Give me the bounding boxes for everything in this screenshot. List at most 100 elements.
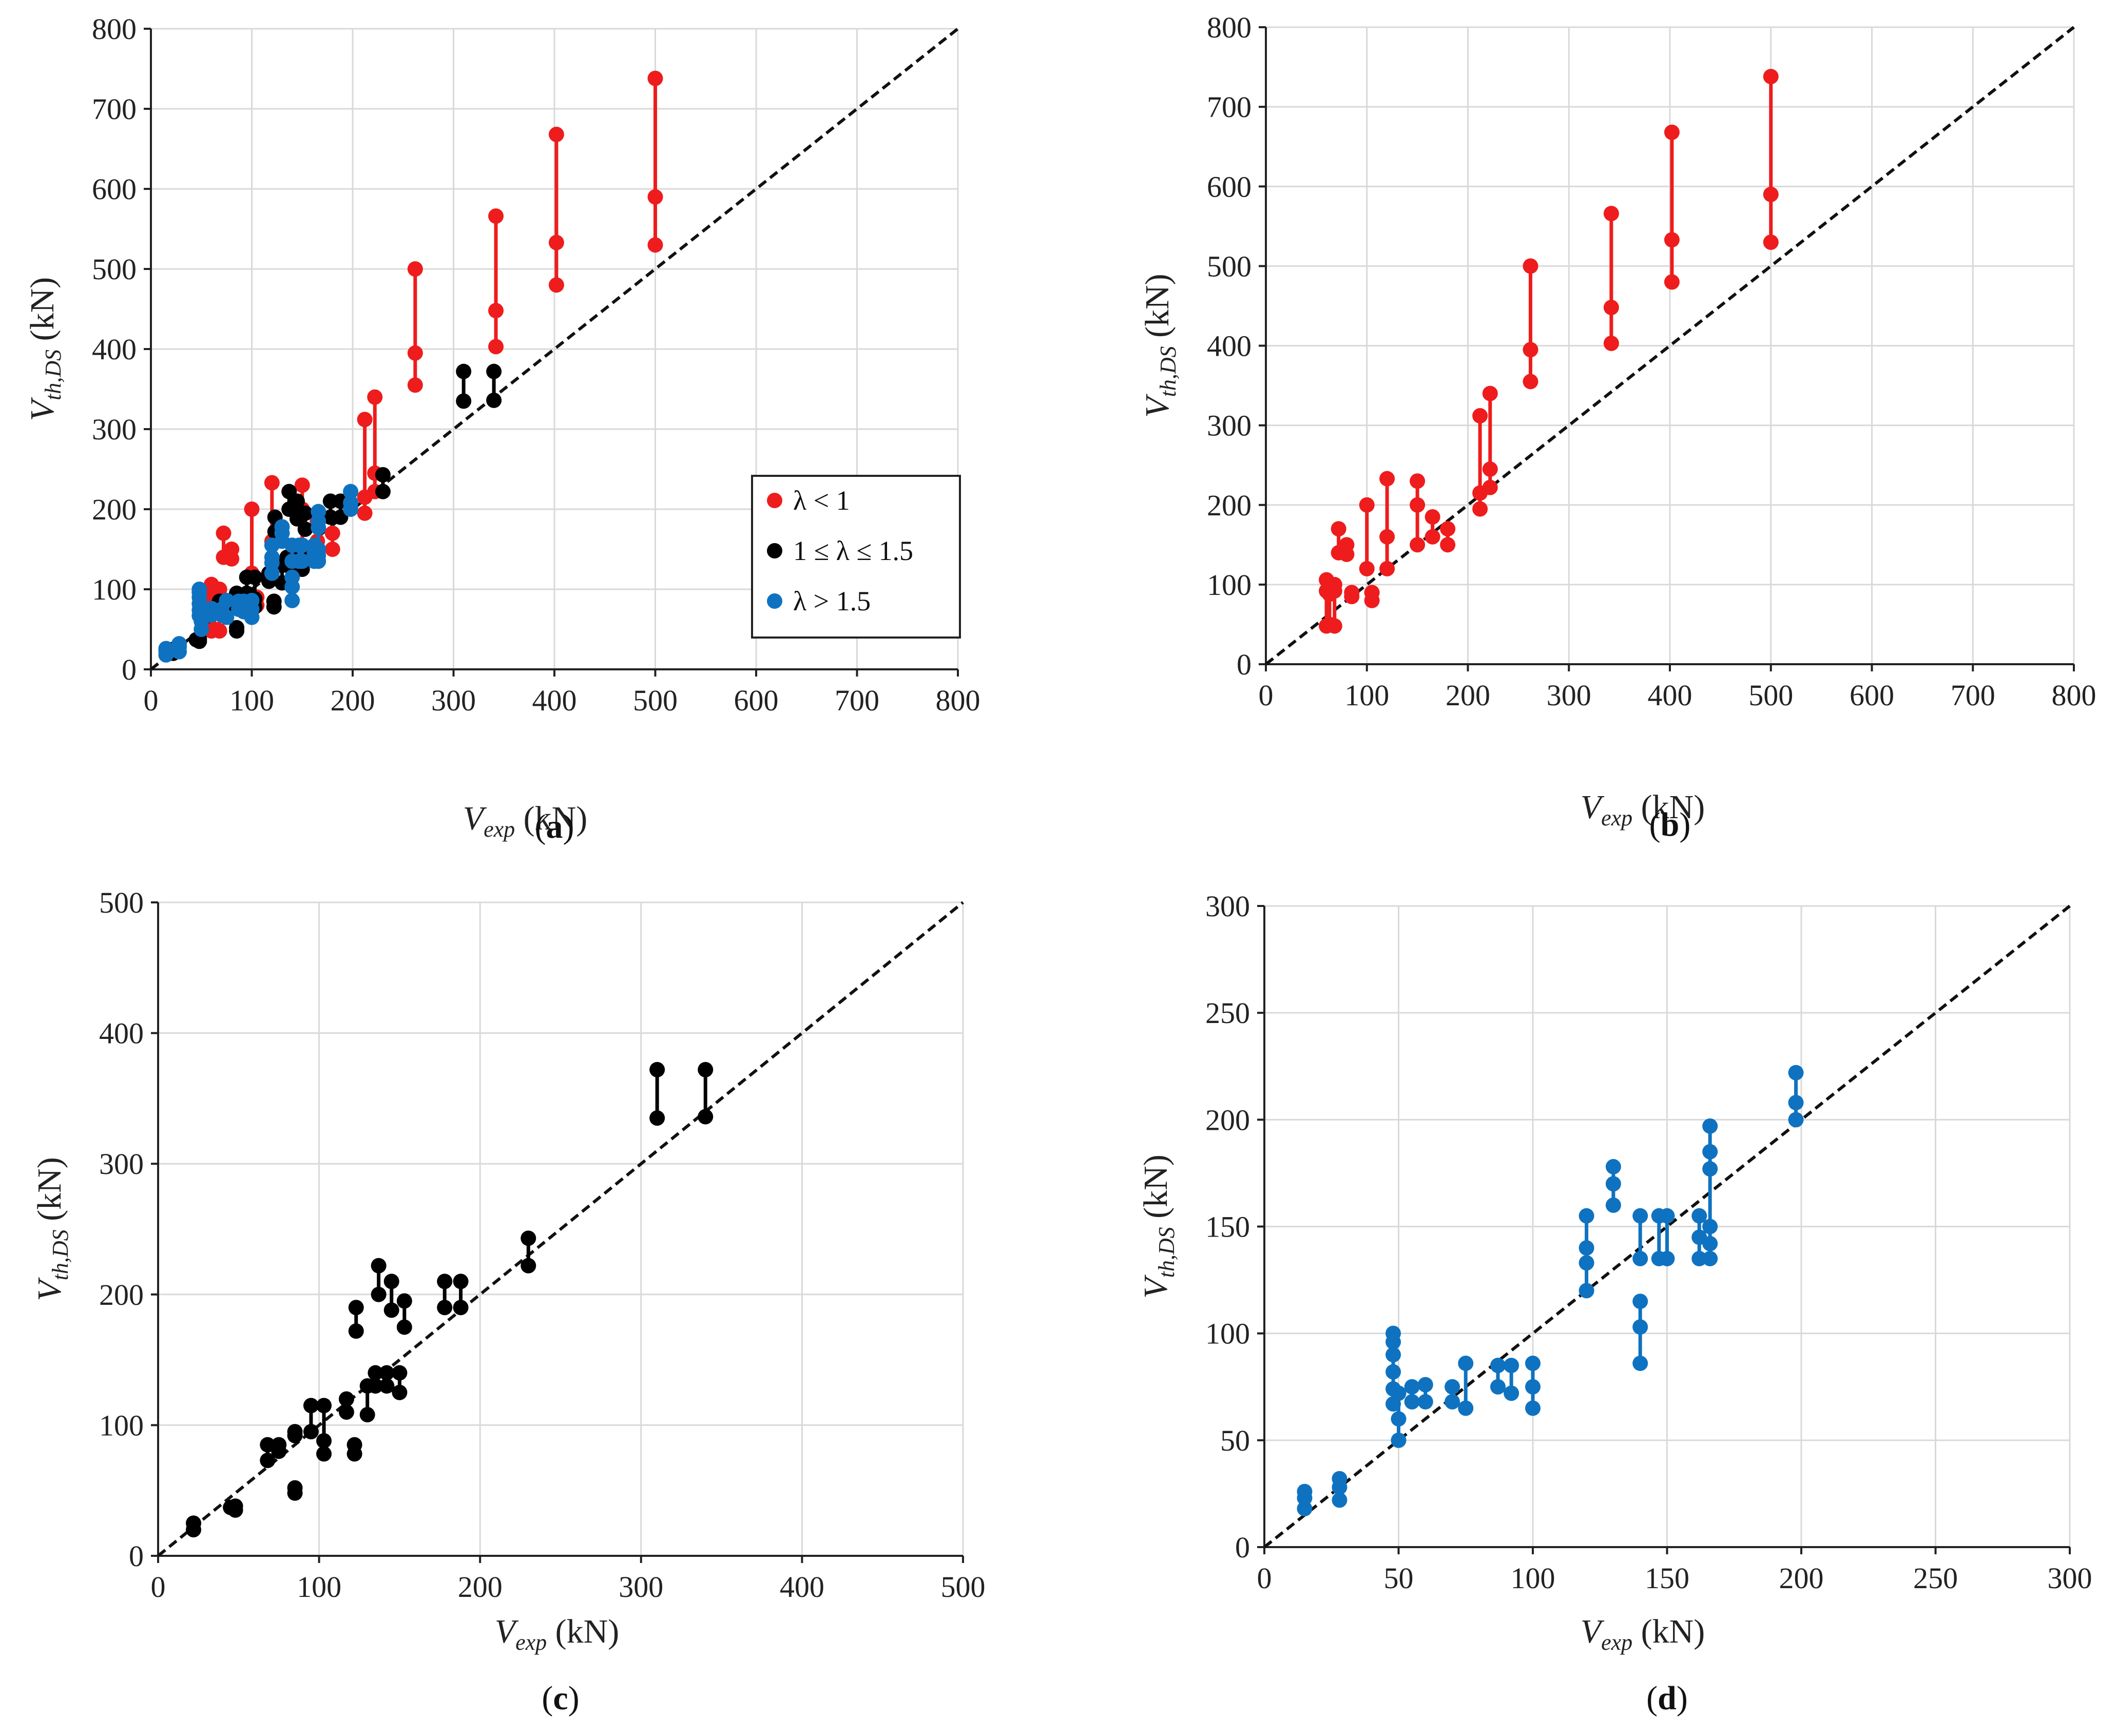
legend-marker-blue: [767, 593, 782, 609]
data-point: [1440, 521, 1456, 537]
data-point: [219, 609, 235, 625]
y-tick-label: 800: [92, 12, 137, 46]
x-tick-label: 300: [619, 1570, 663, 1604]
data-point: [1482, 385, 1498, 401]
data-point: [1417, 1394, 1433, 1410]
data-point: [383, 1274, 399, 1289]
data-point: [1410, 473, 1426, 489]
legend-marker-black: [767, 543, 782, 558]
y-tick-label: 300: [92, 413, 137, 446]
data-point: [211, 582, 227, 597]
gridlines: [158, 901, 964, 1556]
data-point: [488, 208, 504, 224]
x-tick-label: 300: [431, 684, 476, 717]
data-point: [158, 641, 174, 657]
x-tick-label: 800: [936, 684, 980, 717]
data-point: [1417, 1377, 1433, 1393]
data-point: [698, 1062, 714, 1077]
data-point: [488, 339, 504, 355]
data-point: [1632, 1208, 1648, 1224]
data-point: [396, 1319, 412, 1335]
x-tick-label: 600: [734, 684, 779, 717]
y-tick-label: 200: [1205, 1103, 1250, 1136]
x-tick-label: 700: [835, 684, 879, 717]
data-point: [294, 537, 310, 553]
data-point: [1603, 300, 1619, 316]
data-point: [1525, 1400, 1541, 1416]
data-point: [1331, 521, 1346, 537]
data-point: [1410, 497, 1426, 513]
x-tick-label: 600: [1850, 679, 1894, 712]
data-point: [1364, 585, 1380, 601]
data-point: [521, 1230, 536, 1246]
y-tick-label: 100: [99, 1409, 144, 1442]
data-point: [316, 1446, 332, 1462]
x-tick-label: 100: [297, 1570, 341, 1604]
x-tick-label: 500: [941, 1570, 986, 1604]
series-blue: [1297, 1065, 1804, 1517]
data-point: [287, 1424, 303, 1440]
data-point: [1482, 479, 1498, 495]
x-axis-label: Vexp (kN): [463, 800, 588, 842]
data-point: [1664, 124, 1680, 140]
data-point: [247, 569, 263, 585]
legend: λ < 1 1 ≤ λ ≤ 1.5 λ > 1.5: [751, 475, 961, 639]
y-tick-label: 150: [1205, 1210, 1250, 1244]
y-tick-label: 500: [92, 253, 137, 286]
data-point: [649, 1110, 665, 1126]
data-point: [343, 495, 359, 511]
data-point: [1525, 1355, 1541, 1371]
series-red: [1319, 69, 1779, 634]
y-tick-label: 50: [1220, 1424, 1250, 1457]
data-point: [1664, 274, 1680, 290]
data-point: [297, 505, 313, 521]
data-point: [1579, 1255, 1594, 1271]
data-point: [383, 1302, 399, 1318]
data-point: [1702, 1118, 1718, 1134]
data-point: [1445, 1394, 1460, 1410]
data-point: [1385, 1364, 1401, 1380]
data-point: [324, 525, 340, 541]
data-point: [1702, 1250, 1718, 1266]
x-tick-label: 150: [1645, 1561, 1689, 1595]
legend-box: [751, 475, 961, 639]
data-point: [211, 623, 227, 639]
data-point: [191, 582, 207, 597]
data-point: [456, 393, 472, 409]
data-point: [271, 1437, 287, 1453]
data-point: [368, 1378, 383, 1394]
data-point: [371, 1286, 387, 1302]
data-point: [1788, 1095, 1804, 1111]
legend-marker-red: [767, 493, 782, 508]
data-point: [379, 1365, 395, 1381]
data-point: [1490, 1379, 1506, 1395]
data-point: [437, 1274, 453, 1289]
y-tick-label: 100: [92, 573, 137, 606]
data-point: [1763, 69, 1779, 85]
data-point: [1603, 335, 1619, 351]
x-tick-label: 100: [1511, 1561, 1555, 1595]
data-point: [1440, 537, 1456, 553]
y-tick-label: 0: [1237, 648, 1252, 681]
data-point: [1458, 1400, 1474, 1416]
data-point: [1523, 342, 1538, 358]
data-point: [371, 1258, 387, 1274]
data-point: [1410, 537, 1426, 553]
data-point: [1391, 1411, 1407, 1427]
y-tick-label: 800: [1207, 11, 1252, 44]
y-tick-label: 500: [1207, 249, 1252, 283]
chart-panel-c: 0 100 200 300 400 500 0 100 200 300 400 500 Vexp (kN…: [31, 886, 986, 1717]
data-point: [266, 593, 282, 609]
data-point: [1691, 1250, 1707, 1266]
data-point: [1297, 1483, 1313, 1499]
x-axis-label: Vexp (kN): [1581, 788, 1705, 831]
x-tick-label: 200: [458, 1570, 503, 1604]
y-tick-label: 400: [92, 333, 137, 366]
data-point: [348, 1323, 364, 1339]
x-tick-label: 0: [144, 684, 159, 717]
data-point: [303, 1398, 319, 1414]
data-point: [548, 235, 564, 250]
x-axis-label: Vexp (kN): [1581, 1613, 1705, 1655]
data-point: [316, 1433, 332, 1449]
data-point: [219, 592, 235, 608]
